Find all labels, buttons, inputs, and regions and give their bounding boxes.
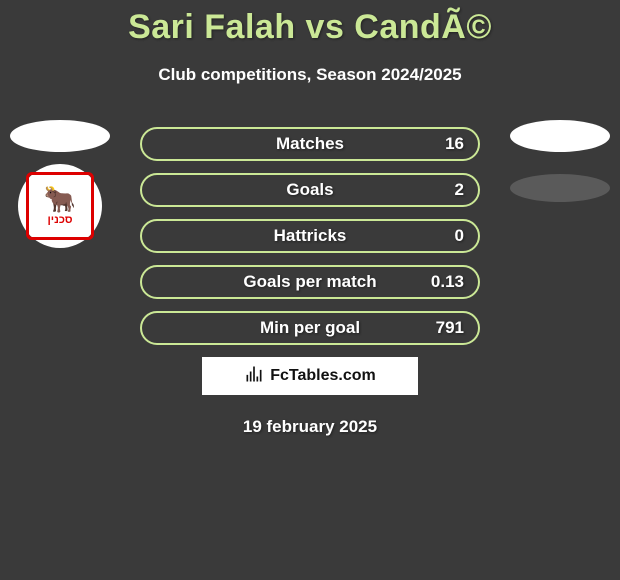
player-right-placeholder-1 xyxy=(510,120,610,152)
stat-row-hattricks: Hattricks 0 xyxy=(140,219,480,253)
page-title: Sari Falah vs CandÃ© xyxy=(0,0,620,47)
stat-label: Goals per match xyxy=(243,272,376,292)
player-right-placeholder-2 xyxy=(510,174,610,202)
stat-row-goals-per-match: Goals per match 0.13 xyxy=(140,265,480,299)
right-column xyxy=(510,120,610,202)
stat-label: Matches xyxy=(276,134,344,154)
club-crest: 🐂 סכנין xyxy=(18,164,102,248)
stat-row-matches: Matches 16 xyxy=(140,127,480,161)
stats-container: Matches 16 Goals 2 Hattricks 0 Goals per… xyxy=(140,127,480,345)
footer-date: 19 february 2025 xyxy=(0,417,620,437)
left-column: 🐂 סכנין xyxy=(10,120,110,248)
page-subtitle: Club competitions, Season 2024/2025 xyxy=(0,65,620,85)
stat-value: 2 xyxy=(455,180,464,200)
stat-label: Min per goal xyxy=(260,318,360,338)
stat-row-min-per-goal: Min per goal 791 xyxy=(140,311,480,345)
player-left-placeholder xyxy=(10,120,110,152)
attribution-text: FcTables.com xyxy=(270,367,376,385)
crest-label: סכנין xyxy=(47,214,72,226)
stat-label: Hattricks xyxy=(274,226,347,246)
stat-value: 791 xyxy=(436,318,464,338)
stat-row-goals: Goals 2 xyxy=(140,173,480,207)
bull-icon: 🐂 xyxy=(44,186,76,212)
chart-icon xyxy=(244,364,264,389)
crest-shield: 🐂 סכנין xyxy=(26,172,94,240)
attribution[interactable]: FcTables.com xyxy=(202,357,418,395)
stat-value: 0.13 xyxy=(431,272,464,292)
stat-label: Goals xyxy=(286,180,333,200)
stat-value: 16 xyxy=(445,134,464,154)
stat-value: 0 xyxy=(455,226,464,246)
